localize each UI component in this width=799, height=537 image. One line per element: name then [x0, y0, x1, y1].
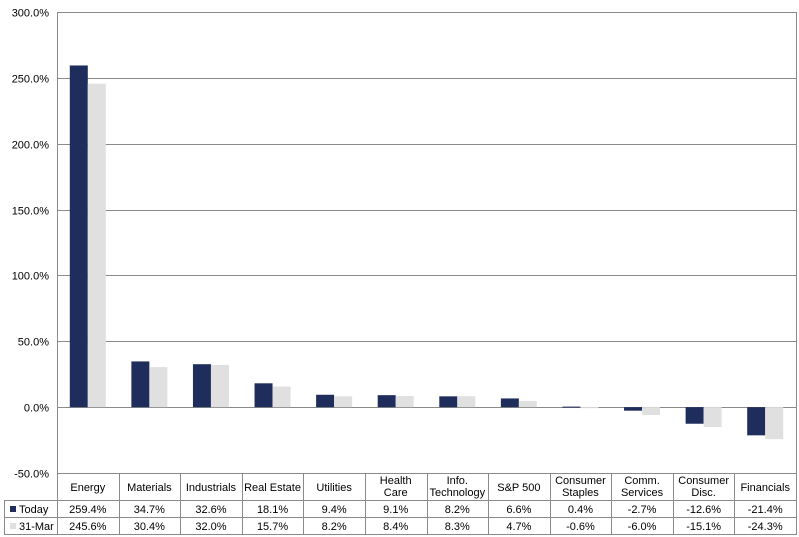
data-label: 8.2% — [322, 521, 347, 533]
category-label: Real Estate — [244, 482, 301, 494]
bar-31-mar-1 — [149, 367, 168, 408]
bar-today-1 — [131, 361, 150, 408]
bar-today-5 — [377, 395, 396, 408]
bar-today-7 — [500, 398, 519, 408]
y-tick-label: 100.0% — [12, 271, 50, 283]
y-tick-label: 300.0% — [12, 8, 50, 20]
y-tick-label: 250.0% — [12, 74, 50, 86]
category-label: Comm. — [624, 475, 659, 487]
bar-today-3 — [254, 383, 273, 408]
data-label: 15.7% — [257, 521, 288, 533]
category-label: Energy — [70, 482, 105, 494]
category-label: Financials — [740, 482, 790, 494]
category-label: Consumer — [555, 475, 606, 487]
bar-31-mar-8 — [580, 407, 599, 409]
data-label: 9.1% — [383, 504, 408, 516]
bar-31-mar-11 — [765, 407, 784, 440]
data-label: 34.7% — [134, 504, 165, 516]
data-label: 18.1% — [257, 504, 288, 516]
data-label: 30.4% — [134, 521, 165, 533]
bar-31-mar-0 — [87, 83, 106, 408]
data-table: Energy Materials Industrials Real Estate Uti… — [4, 473, 797, 535]
bar-today-8 — [562, 406, 581, 408]
y-axis-tick-labels: 300.0% 250.0% 200.0% 150.0% 100.0% 50.0% 0.0% -… — [12, 8, 50, 481]
data-label: -12.6% — [686, 504, 721, 516]
data-label: -21.4% — [748, 504, 783, 516]
category-label: Consumer — [678, 475, 729, 487]
category-label: Services — [621, 487, 664, 499]
category-label: Staples — [562, 487, 599, 499]
bar-31-mar-10 — [703, 407, 722, 428]
data-label: 6.6% — [506, 504, 531, 516]
bar-today-2 — [192, 364, 211, 408]
data-label: 259.4% — [69, 504, 107, 516]
data-label: 4.7% — [506, 521, 531, 533]
y-tick-label: 150.0% — [12, 206, 50, 218]
data-label: -24.3% — [748, 521, 783, 533]
gridlines — [57, 12, 797, 534]
bar-today-9 — [624, 407, 643, 411]
data-label: -15.1% — [686, 521, 721, 533]
bar-today-6 — [439, 396, 458, 408]
category-label: Utilities — [316, 482, 352, 494]
legend-series-name: 31-Mar — [19, 521, 54, 533]
category-label: Technology — [429, 487, 485, 499]
data-label: 32.0% — [195, 521, 226, 533]
category-label: S&P 500 — [497, 482, 540, 494]
legend-swatch — [10, 506, 16, 512]
data-label: -6.0% — [628, 521, 657, 533]
data-label: 32.6% — [195, 504, 226, 516]
bar-31-mar-7 — [518, 400, 537, 408]
category-label: Materials — [127, 482, 172, 494]
data-label: 245.6% — [69, 521, 107, 533]
legend-series-name: Today — [19, 504, 49, 516]
bar-31-mar-9 — [642, 407, 661, 416]
bar-today-4 — [316, 394, 335, 408]
data-label: -2.7% — [628, 504, 657, 516]
data-label: 0.4% — [568, 504, 593, 516]
category-label: Care — [384, 487, 408, 499]
bar-31-mar-4 — [334, 396, 353, 408]
data-label: 8.2% — [445, 504, 470, 516]
bar-31-mar-2 — [210, 364, 229, 408]
bar-today-10 — [685, 407, 704, 424]
category-label: Info. — [447, 475, 468, 487]
bar-31-mar-3 — [272, 386, 291, 408]
data-label: -0.6% — [566, 521, 595, 533]
data-label: 9.4% — [322, 504, 347, 516]
y-tick-label: -50.0% — [14, 469, 49, 481]
y-tick-label: 0.0% — [24, 403, 49, 415]
category-label: Industrials — [186, 482, 237, 494]
legend-swatch — [10, 523, 16, 529]
y-tick-label: 200.0% — [12, 140, 50, 152]
y-tick-label: 50.0% — [18, 337, 49, 349]
bar-31-mar-6 — [457, 396, 476, 408]
data-label: 8.4% — [383, 521, 408, 533]
bar-today-11 — [747, 407, 766, 436]
category-label: Health — [380, 475, 412, 487]
bar-31-mar-5 — [395, 396, 414, 408]
category-label: Disc. — [691, 487, 715, 499]
bar-today-0 — [69, 65, 88, 408]
data-label: 8.3% — [445, 521, 470, 533]
bars — [69, 65, 784, 440]
